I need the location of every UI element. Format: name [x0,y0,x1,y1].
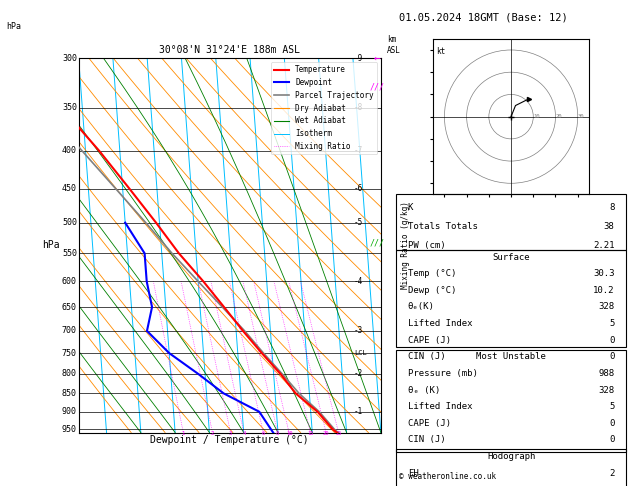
Text: km
ASL: km ASL [387,35,401,54]
Text: CIN (J): CIN (J) [408,435,445,444]
Text: 6: 6 [262,431,265,436]
Text: 10: 10 [533,114,540,119]
Text: 5: 5 [609,319,615,328]
Text: LCL: LCL [355,350,367,356]
Text: -8: -8 [354,104,363,112]
Text: -6: -6 [354,184,363,193]
Text: θₑ(K): θₑ(K) [408,302,435,312]
Legend: Temperature, Dewpoint, Parcel Trajectory, Dry Adiabat, Wet Adiabat, Isotherm, Mi: Temperature, Dewpoint, Parcel Trajectory… [271,62,377,154]
Text: 01.05.2024 18GMT (Base: 12): 01.05.2024 18GMT (Base: 12) [399,12,568,22]
Text: 328: 328 [598,302,615,312]
Text: kt: kt [437,47,446,56]
Text: Most Unstable: Most Unstable [476,352,546,361]
Text: 30.3: 30.3 [593,269,615,278]
Text: -2: -2 [354,369,363,379]
Text: -9: -9 [354,54,363,63]
Bar [396,250,626,347]
Text: 10: 10 [286,431,292,436]
Text: 5: 5 [609,402,615,411]
Text: 3: 3 [229,431,232,436]
Text: 400: 400 [62,146,77,156]
Text: 500: 500 [62,218,77,227]
Text: 550: 550 [62,249,77,258]
Text: 2.21: 2.21 [593,242,615,250]
Text: 450: 450 [62,184,77,193]
Text: 20: 20 [555,114,562,119]
Text: 600: 600 [62,277,77,286]
Text: hPa: hPa [43,241,60,250]
Text: -7: -7 [354,146,363,156]
Title: 30°08'N 31°24'E 188m ASL: 30°08'N 31°24'E 188m ASL [159,45,300,55]
Text: 950: 950 [62,425,77,434]
Text: ///: /// [370,83,385,92]
Text: 750: 750 [62,348,77,358]
Text: © weatheronline.co.uk: © weatheronline.co.uk [399,472,496,481]
Text: 0: 0 [609,336,615,345]
Text: 300: 300 [62,54,77,63]
Text: CAPE (J): CAPE (J) [408,419,451,428]
Text: 30: 30 [577,114,584,119]
Text: 650: 650 [62,303,77,312]
Text: 8: 8 [609,203,615,212]
Text: ///: /// [370,239,385,247]
Text: -1: -1 [354,407,363,417]
Text: 0: 0 [609,352,615,361]
Text: CIN (J): CIN (J) [408,352,445,361]
Text: Temp (°C): Temp (°C) [408,269,456,278]
Text: 0: 0 [609,419,615,428]
Text: 700: 700 [62,327,77,335]
Text: -4: -4 [354,277,363,286]
Text: -3: -3 [354,327,363,335]
Text: 2: 2 [211,431,214,436]
Text: 20: 20 [323,431,330,436]
Text: θₑ (K): θₑ (K) [408,385,440,395]
Text: 10.2: 10.2 [593,286,615,295]
Text: Lifted Index: Lifted Index [408,402,472,411]
Text: 350: 350 [62,104,77,112]
Text: 800: 800 [62,369,77,379]
Text: Mixing Ratio (g/kg): Mixing Ratio (g/kg) [401,202,409,289]
Text: CAPE (J): CAPE (J) [408,336,451,345]
X-axis label: Dewpoint / Temperature (°C): Dewpoint / Temperature (°C) [150,435,309,445]
Text: EH: EH [408,469,418,478]
Text: Surface: Surface [493,253,530,261]
Text: 38: 38 [604,222,615,231]
Text: ←: ← [374,53,381,63]
Text: 1: 1 [182,431,185,436]
Text: 988: 988 [598,369,615,378]
Text: 328: 328 [598,385,615,395]
Text: Dewp (°C): Dewp (°C) [408,286,456,295]
Text: PW (cm): PW (cm) [408,242,445,250]
Text: hPa: hPa [6,22,21,31]
Bar [396,349,626,452]
Bar [396,449,626,486]
Text: K: K [408,203,413,212]
Text: 8: 8 [276,431,279,436]
Text: 2: 2 [609,469,615,478]
Text: 4: 4 [242,431,245,436]
Text: Lifted Index: Lifted Index [408,319,472,328]
Text: 25: 25 [335,431,342,436]
Text: 0: 0 [609,435,615,444]
Text: Pressure (mb): Pressure (mb) [408,369,477,378]
Text: 15: 15 [307,431,314,436]
Text: 900: 900 [62,407,77,417]
Text: 850: 850 [62,389,77,398]
Bar [396,194,626,250]
Text: Hodograph: Hodograph [487,452,535,461]
Text: Totals Totals: Totals Totals [408,222,477,231]
Text: -5: -5 [354,218,363,227]
